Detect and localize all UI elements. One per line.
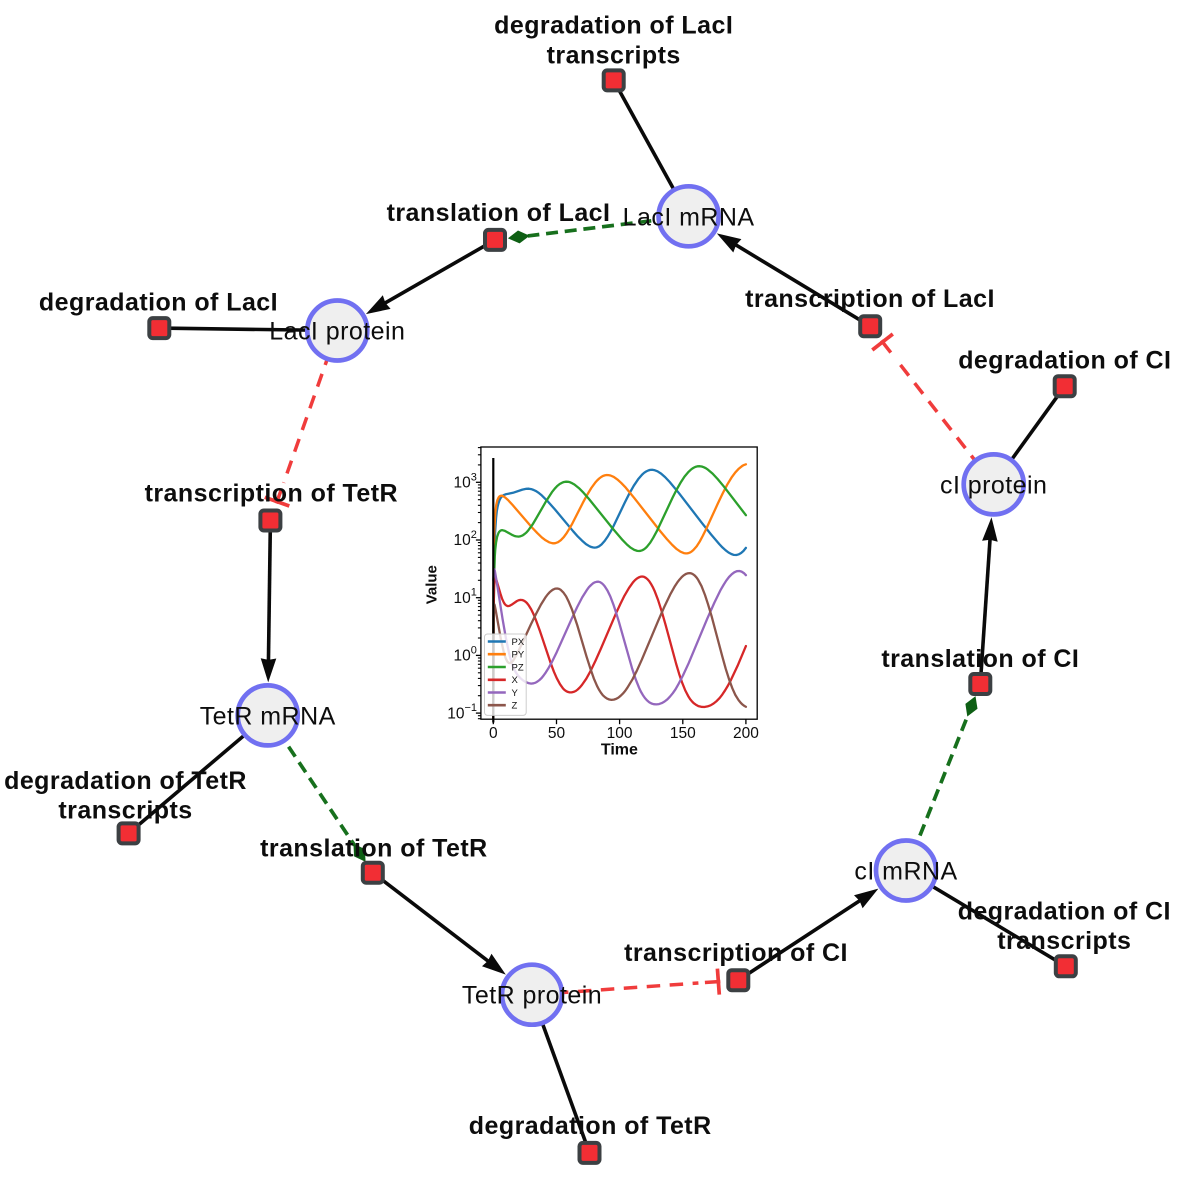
svg-text:translation of TetR: translation of TetR bbox=[260, 834, 488, 862]
svg-text:TetR protein: TetR protein bbox=[462, 982, 602, 1010]
svg-text:degradation of TetR: degradation of TetR bbox=[4, 767, 247, 795]
svg-text:cI protein: cI protein bbox=[940, 471, 1047, 499]
svg-text:Y: Y bbox=[512, 688, 519, 699]
svg-text:10: 10 bbox=[447, 705, 465, 722]
svg-text:PY: PY bbox=[512, 650, 525, 661]
svg-text:transcripts: transcripts bbox=[547, 42, 681, 70]
svg-text:3: 3 bbox=[471, 471, 477, 483]
svg-text:1: 1 bbox=[471, 587, 477, 599]
svg-text:degradation of CI: degradation of CI bbox=[958, 347, 1171, 375]
svg-text:LacI mRNA: LacI mRNA bbox=[623, 203, 755, 231]
svg-text:X: X bbox=[512, 675, 519, 686]
svg-text:0: 0 bbox=[489, 725, 498, 742]
svg-text:TetR mRNA: TetR mRNA bbox=[200, 702, 336, 730]
svg-text:degradation of LacI: degradation of LacI bbox=[39, 289, 278, 317]
svg-text:translation of LacI: translation of LacI bbox=[387, 199, 611, 227]
svg-text:PZ: PZ bbox=[512, 662, 524, 673]
svg-text:0: 0 bbox=[471, 644, 477, 656]
svg-text:10: 10 bbox=[454, 475, 472, 492]
svg-text:200: 200 bbox=[733, 725, 759, 742]
svg-text:150: 150 bbox=[670, 725, 696, 742]
svg-text:degradation of LacI: degradation of LacI bbox=[494, 12, 733, 40]
svg-text:degradation of TetR: degradation of TetR bbox=[469, 1112, 712, 1140]
svg-text:Time: Time bbox=[601, 742, 638, 759]
svg-text:Value: Value bbox=[424, 565, 441, 604]
svg-text:50: 50 bbox=[548, 725, 566, 742]
svg-text:degradation of CI: degradation of CI bbox=[958, 898, 1171, 926]
svg-text:transcription of TetR: transcription of TetR bbox=[145, 479, 398, 507]
svg-text:transcription of CI: transcription of CI bbox=[624, 939, 848, 967]
svg-text:10: 10 bbox=[454, 590, 472, 607]
svg-text:Z: Z bbox=[512, 701, 518, 712]
svg-text:translation of CI: translation of CI bbox=[881, 645, 1079, 673]
svg-text:transcripts: transcripts bbox=[997, 927, 1131, 955]
svg-text:LacI protein: LacI protein bbox=[269, 318, 405, 346]
svg-text:cI mRNA: cI mRNA bbox=[854, 858, 957, 886]
svg-text:100: 100 bbox=[607, 725, 633, 742]
svg-text:PX: PX bbox=[512, 637, 525, 648]
svg-text:2: 2 bbox=[471, 529, 477, 541]
svg-text:transcripts: transcripts bbox=[58, 797, 192, 825]
svg-text:transcription of LacI: transcription of LacI bbox=[745, 285, 995, 313]
svg-text:10: 10 bbox=[454, 648, 472, 665]
svg-text:10: 10 bbox=[454, 532, 472, 549]
svg-text:−1: −1 bbox=[465, 702, 478, 714]
